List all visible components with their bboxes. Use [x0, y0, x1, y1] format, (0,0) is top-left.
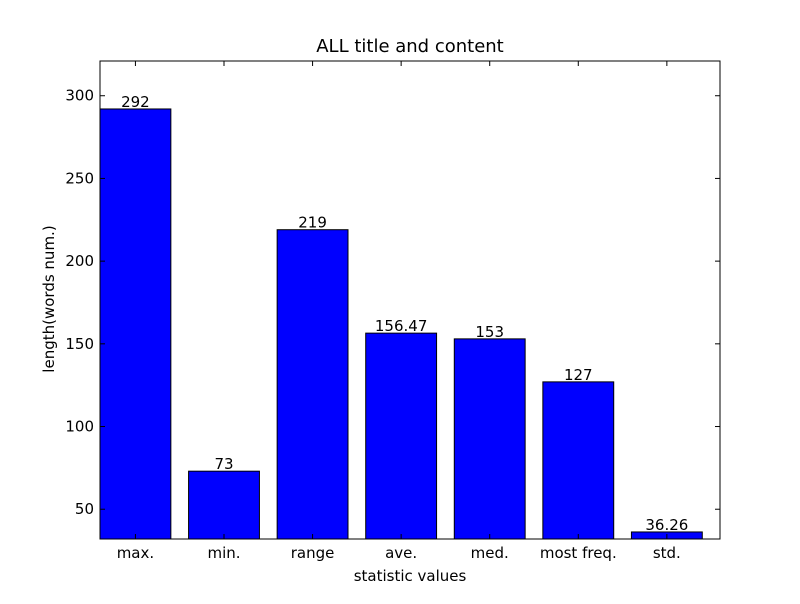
bar-max: [99, 108, 172, 540]
bar-value-label: 73: [214, 455, 233, 473]
y-axis-ticks: 50 100 150 200 250 300: [65, 87, 720, 518]
y-tick-label: 150: [65, 335, 94, 353]
y-tick-label: 50: [75, 500, 94, 518]
bar-most-freq: [542, 381, 615, 540]
y-axis-label: length(words num.): [40, 225, 58, 372]
bar-value-label: 127: [564, 366, 593, 384]
bar-value-label: 156.47: [375, 317, 428, 335]
x-tick-label: most freq.: [540, 544, 617, 562]
chart-title: ALL title and content: [316, 36, 504, 57]
bar-value-label: 36.26: [645, 516, 688, 534]
x-tick-label: ave.: [385, 544, 417, 562]
y-tick-label: 250: [65, 169, 94, 187]
bar-med: [453, 338, 526, 540]
x-tick-label: min.: [207, 544, 240, 562]
x-tick-label: range: [291, 544, 335, 562]
plot-area-frame: [99, 60, 721, 540]
y-tick-label: 100: [65, 418, 94, 436]
x-tick-label: max.: [117, 544, 154, 562]
x-tick-label: med.: [471, 544, 509, 562]
bars-group: [99, 108, 703, 540]
bar-min: [188, 470, 260, 540]
x-axis-ticks: max. min. range ave. med. most freq. std.: [117, 61, 681, 562]
bar-ave: [365, 332, 438, 540]
bar-value-label: 292: [121, 93, 150, 111]
y-tick-label: 200: [65, 252, 94, 270]
x-tick-label: std.: [653, 544, 681, 562]
bar-value-label: 219: [298, 214, 327, 232]
bar-value-labels: 292 73 219 156.47 153 127 36.26: [121, 93, 688, 534]
bar-range: [276, 229, 349, 540]
bar-value-label: 153: [475, 323, 504, 341]
y-tick-label: 300: [65, 87, 94, 105]
x-axis-label: statistic values: [354, 567, 467, 585]
